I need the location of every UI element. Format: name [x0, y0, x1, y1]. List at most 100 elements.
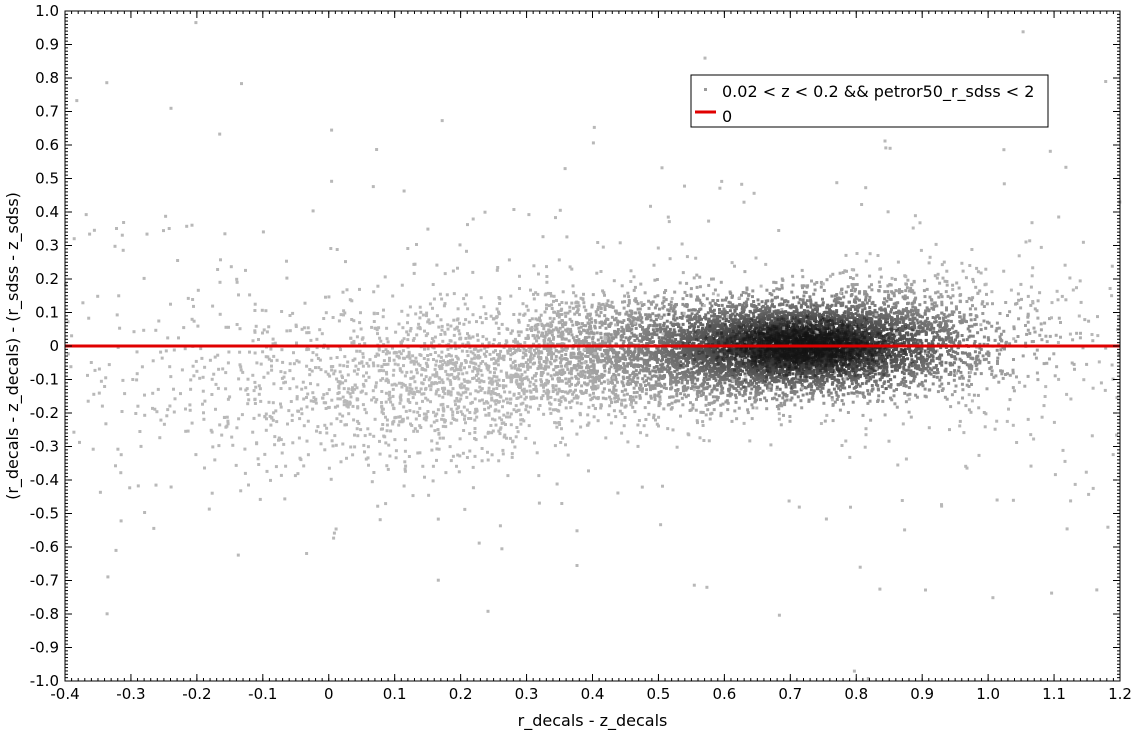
- data-point: [846, 308, 850, 312]
- data-point: [72, 430, 76, 434]
- data-point: [418, 305, 422, 309]
- data-point: [936, 390, 940, 394]
- data-point: [526, 308, 530, 312]
- data-point: [382, 363, 386, 366]
- data-point: [512, 313, 516, 316]
- data-point: [430, 448, 434, 452]
- data-point: [382, 308, 385, 312]
- data-point: [821, 367, 825, 371]
- data-point: [838, 340, 842, 344]
- data-point: [467, 342, 471, 346]
- data-point: [835, 333, 839, 337]
- data-point: [279, 405, 283, 409]
- data-point: [477, 364, 481, 368]
- data-point: [66, 352, 70, 356]
- data-point: [854, 300, 858, 304]
- data-point: [722, 363, 726, 367]
- data-point: [547, 379, 550, 383]
- data-point: [1000, 372, 1004, 376]
- data-point: [528, 360, 532, 364]
- data-point: [509, 364, 513, 368]
- data-point: [86, 399, 90, 403]
- data-point: [671, 331, 675, 335]
- data-point: [647, 412, 651, 416]
- data-point: [757, 302, 761, 306]
- data-point: [567, 332, 571, 336]
- data-point: [577, 330, 581, 334]
- data-point: [714, 395, 718, 399]
- data-point: [689, 401, 692, 405]
- data-point: [1085, 362, 1089, 366]
- data-point: [776, 295, 779, 299]
- data-point: [913, 375, 917, 379]
- data-point: [603, 359, 606, 363]
- data-point: [631, 395, 635, 399]
- data-point: [864, 298, 867, 302]
- data-point: [224, 325, 228, 329]
- data-point: [577, 322, 581, 326]
- data-point: [659, 330, 663, 334]
- data-point: [591, 379, 595, 383]
- data-point: [1044, 334, 1048, 338]
- data-point: [429, 353, 433, 356]
- data-point: [960, 334, 964, 337]
- data-point: [448, 379, 452, 383]
- data-point: [1032, 437, 1036, 441]
- data-point: [834, 390, 838, 394]
- data-point: [950, 347, 954, 351]
- data-point: [981, 312, 985, 315]
- data-point: [652, 340, 655, 344]
- data-point: [773, 341, 777, 345]
- data-point: [439, 359, 442, 363]
- data-point: [524, 361, 528, 365]
- data-point: [435, 359, 439, 363]
- data-point: [210, 430, 214, 434]
- data-point: [924, 379, 927, 383]
- data-point: [716, 363, 720, 367]
- data-point: [645, 388, 649, 392]
- data-point: [976, 354, 980, 358]
- data-point: [596, 396, 600, 400]
- data-point: [135, 350, 139, 354]
- data-point: [825, 369, 829, 373]
- data-point: [763, 358, 767, 362]
- data-point: [615, 323, 619, 327]
- data-point: [635, 336, 639, 340]
- data-point: [476, 338, 480, 342]
- data-point: [473, 418, 477, 422]
- data-point: [924, 309, 928, 313]
- data-point: [502, 435, 506, 439]
- data-point: [588, 318, 592, 322]
- data-point: [734, 348, 738, 352]
- data-point: [364, 457, 368, 461]
- data-point: [388, 454, 392, 458]
- data-point: [555, 327, 559, 331]
- data-point: [494, 361, 498, 365]
- data-point: [338, 382, 342, 386]
- data-point: [733, 339, 736, 343]
- data-point: [751, 406, 755, 410]
- data-point: [623, 398, 627, 402]
- data-point: [626, 291, 630, 295]
- data-point: [946, 331, 950, 335]
- data-point: [886, 317, 889, 321]
- data-point: [877, 280, 881, 284]
- data-point: [509, 357, 512, 361]
- data-point: [713, 386, 717, 390]
- data-point: [644, 347, 648, 351]
- data-point: [151, 406, 154, 410]
- data-point: [909, 373, 913, 377]
- data-point: [813, 307, 817, 311]
- data-point: [534, 379, 538, 383]
- data-point: [351, 404, 355, 408]
- data-point: [338, 363, 342, 367]
- data-point: [742, 323, 746, 327]
- data-point: [556, 314, 559, 317]
- data-point: [389, 400, 393, 404]
- data-point: [689, 287, 693, 291]
- data-point: [361, 403, 365, 407]
- data-point: [743, 270, 747, 274]
- data-point: [739, 373, 742, 376]
- data-point: [710, 277, 713, 281]
- data-point: [492, 357, 496, 361]
